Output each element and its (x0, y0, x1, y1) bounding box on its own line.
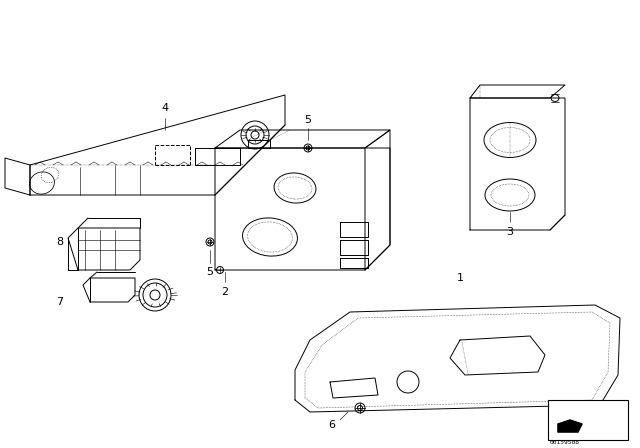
Text: 3: 3 (506, 227, 513, 237)
Text: 5: 5 (305, 115, 312, 125)
Text: 4: 4 (161, 103, 168, 113)
Text: 6: 6 (328, 420, 335, 430)
Text: 8: 8 (56, 237, 63, 247)
Text: 7: 7 (56, 297, 63, 307)
Bar (548, 400, 628, 440)
Text: 5: 5 (207, 267, 214, 277)
Text: 1: 1 (456, 273, 463, 283)
Text: 00159508: 00159508 (550, 440, 580, 445)
Polygon shape (558, 420, 582, 432)
Text: 2: 2 (221, 287, 228, 297)
Bar (548, 400, 628, 440)
